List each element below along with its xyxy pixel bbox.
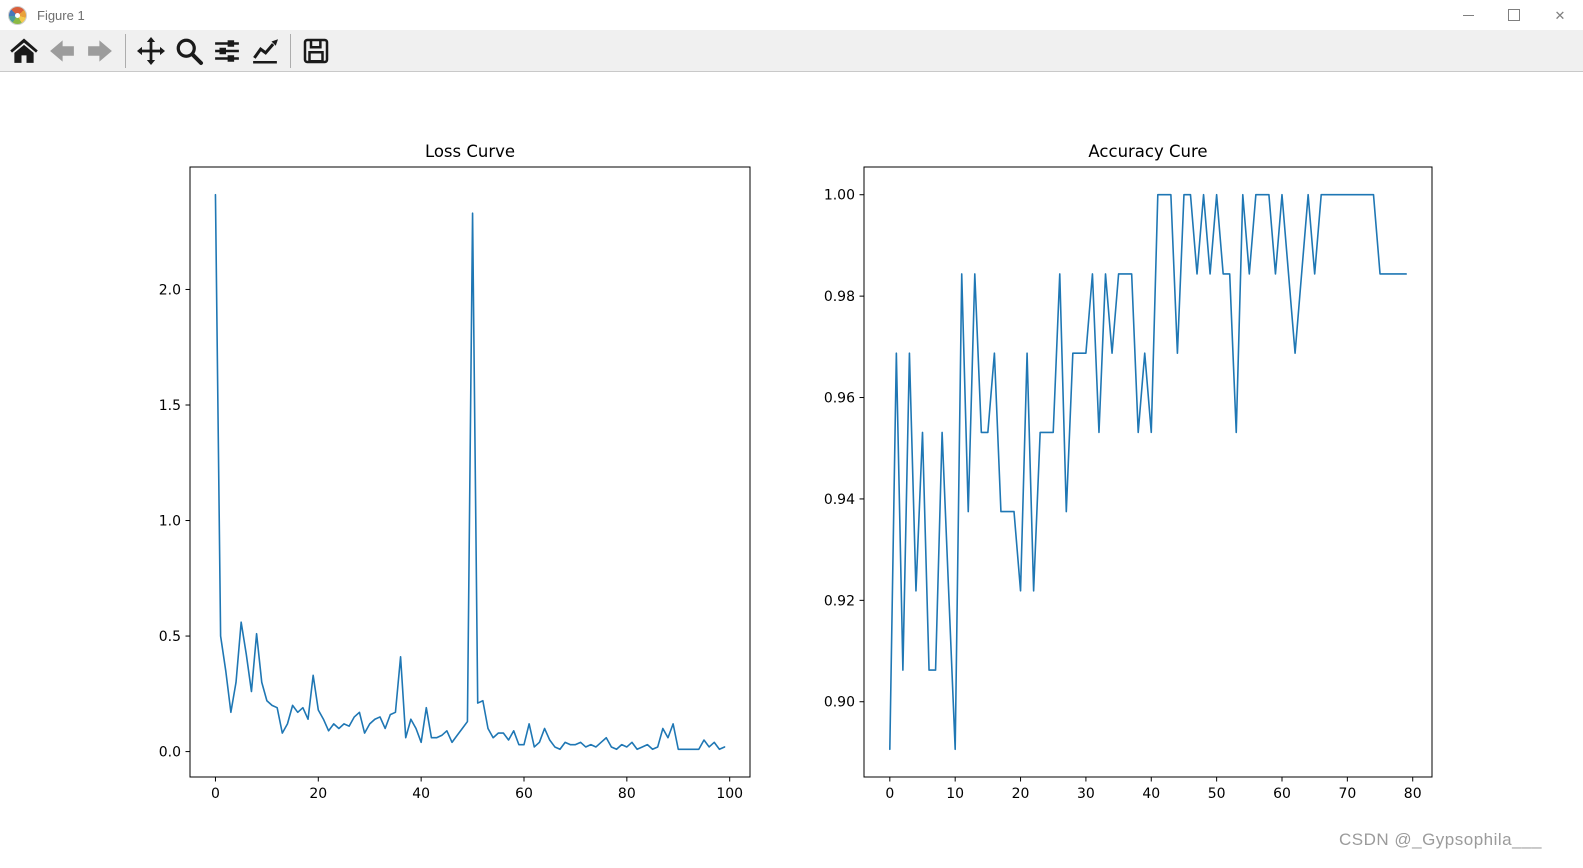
y-tick-label: 1.0 <box>159 514 181 530</box>
x-tick-label: 10 <box>946 786 964 802</box>
y-tick-label: 0.98 <box>824 289 855 305</box>
x-tick-label: 100 <box>716 786 743 802</box>
zoom-button[interactable] <box>171 33 207 69</box>
x-tick-label: 0 <box>885 786 894 802</box>
y-tick-label: 0.0 <box>159 745 181 761</box>
y-tick-label: 0.92 <box>824 593 855 609</box>
window-controls: ✕ <box>1445 0 1583 30</box>
back-button[interactable] <box>44 33 80 69</box>
watermark: CSDN @_Gypsophila___ <box>1338 830 1542 849</box>
matplotlib-logo-icon <box>8 5 27 25</box>
edit-axes-button[interactable] <box>247 33 283 69</box>
x-tick-label: 70 <box>1338 786 1356 802</box>
maximize-button[interactable] <box>1491 0 1537 30</box>
minimize-button[interactable] <box>1445 0 1491 30</box>
save-button[interactable] <box>298 33 334 69</box>
close-button[interactable]: ✕ <box>1537 0 1583 30</box>
close-icon: ✕ <box>1554 7 1566 23</box>
x-tick-label: 30 <box>1077 786 1095 802</box>
axes-spines <box>863 166 1433 778</box>
home-button[interactable] <box>6 33 42 69</box>
y-tick-label: 2.0 <box>159 282 181 298</box>
minimize-icon <box>1462 14 1474 16</box>
x-tick-label: 50 <box>1208 786 1226 802</box>
axes-spines <box>189 166 751 778</box>
x-tick-label: 60 <box>515 786 533 802</box>
x-tick-label: 80 <box>1404 786 1422 802</box>
data-line <box>214 193 726 751</box>
y-tick-label: 1.00 <box>824 188 855 204</box>
x-tick-label: 40 <box>1142 786 1160 802</box>
x-tick-label: 0 <box>211 786 220 802</box>
chart-title: Loss Curve <box>425 142 515 161</box>
toolbar-separator <box>290 33 291 68</box>
line-chart-icon <box>253 38 278 63</box>
window-title: Figure 1 <box>37 7 85 23</box>
x-tick-label: 60 <box>1273 786 1291 802</box>
accuracy-curve-chart: Accuracy Cure 0 10 20 30 40 50 60 70 80 1.00 0.98 0.… <box>824 142 1433 802</box>
forward-button[interactable] <box>82 33 118 69</box>
toolbar-separator <box>125 33 126 68</box>
window-titlebar: Figure 1 ✕ <box>0 0 1583 30</box>
save-floppy-icon <box>303 38 329 63</box>
home-icon <box>10 38 38 63</box>
y-tick-label: 0.5 <box>159 629 181 645</box>
loss-curve-chart: Loss Curve 0 20 40 60 80 100 0.0 0.5 1.0 1.5 2.0 <box>159 142 751 802</box>
configure-subplots-button[interactable] <box>209 33 245 69</box>
sliders-icon <box>215 39 239 62</box>
y-tick-label: 1.5 <box>159 398 181 414</box>
x-tick-label: 40 <box>412 786 430 802</box>
x-tick-label: 80 <box>618 786 636 802</box>
navigation-toolbar <box>0 30 1583 72</box>
y-tick-label: 0.94 <box>824 492 855 508</box>
chart-title: Accuracy Cure <box>1088 142 1207 161</box>
x-tick-label: 20 <box>1012 786 1030 802</box>
data-line <box>889 193 1407 751</box>
zoom-magnifier-icon <box>176 38 204 65</box>
maximize-icon <box>1508 9 1520 21</box>
back-arrow-icon <box>50 39 74 62</box>
x-tick-label: 20 <box>309 786 327 802</box>
y-tick-label: 0.96 <box>824 391 855 407</box>
pan-move-icon <box>137 36 165 65</box>
forward-arrow-icon <box>88 39 112 62</box>
pan-button[interactable] <box>133 33 169 69</box>
y-tick-label: 0.90 <box>824 695 855 711</box>
